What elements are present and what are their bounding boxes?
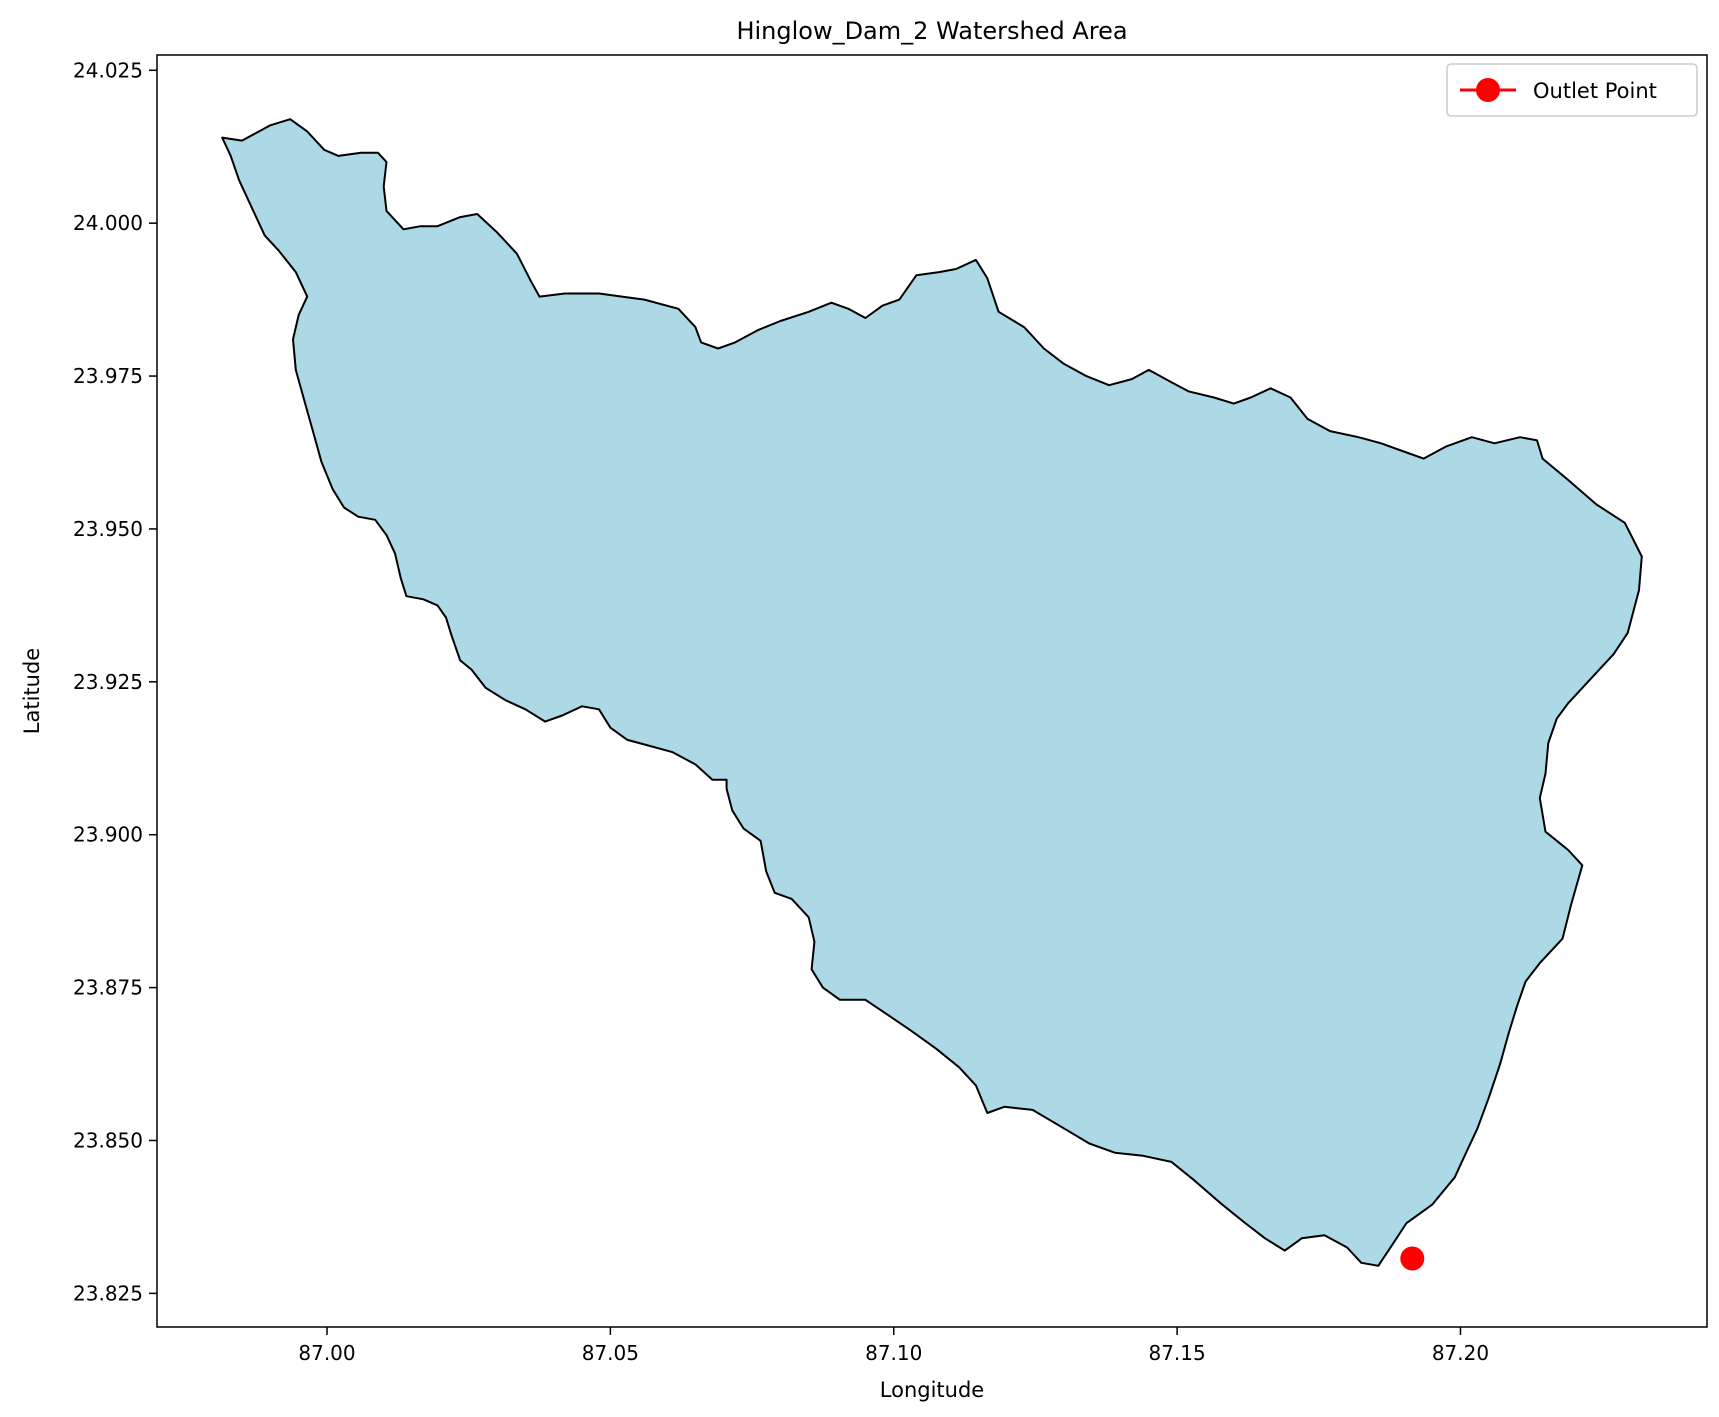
outlet-markers xyxy=(1400,1246,1425,1271)
plot-area xyxy=(221,118,1643,1271)
chart-title: Hinglow_Dam_2 Watershed Area xyxy=(736,17,1127,45)
x-tick-label: 87.05 xyxy=(582,1341,639,1365)
axes-frame xyxy=(156,54,1708,1328)
y-tick-label: 23.925 xyxy=(73,670,143,694)
y-tick-label: 23.875 xyxy=(73,976,143,1000)
legend: Outlet Point xyxy=(1446,63,1698,117)
y-tick-label: 23.900 xyxy=(73,823,143,847)
y-tick-label: 23.825 xyxy=(73,1281,143,1305)
x-tick-label: 87.10 xyxy=(865,1341,922,1365)
watershed-polygon xyxy=(221,118,1643,1267)
legend-marker-swatch xyxy=(1476,78,1500,102)
x-tick-label: 87.20 xyxy=(1432,1341,1489,1365)
outlet-point-marker xyxy=(1400,1246,1425,1271)
x-tick-label: 87.00 xyxy=(298,1341,355,1365)
x-axis-label: Longitude xyxy=(880,1378,984,1402)
x-tick-label: 87.15 xyxy=(1148,1341,1205,1365)
y-tick-label: 24.000 xyxy=(73,211,143,235)
y-axis: 23.825 23.850 23.875 23.900 23.925 23.950 23.9… xyxy=(73,58,157,1305)
legend-label-outlet-point: Outlet Point xyxy=(1533,79,1657,103)
y-tick-label: 24.025 xyxy=(73,58,143,82)
x-axis: 87.00 87.05 87.10 87.15 87.20 xyxy=(298,1327,1489,1365)
y-tick-label: 23.950 xyxy=(73,517,143,541)
y-tick-label: 23.975 xyxy=(73,364,143,388)
y-axis-label: Latitude xyxy=(20,648,44,734)
legend-box xyxy=(1446,63,1698,117)
y-tick-label: 23.850 xyxy=(73,1128,143,1152)
